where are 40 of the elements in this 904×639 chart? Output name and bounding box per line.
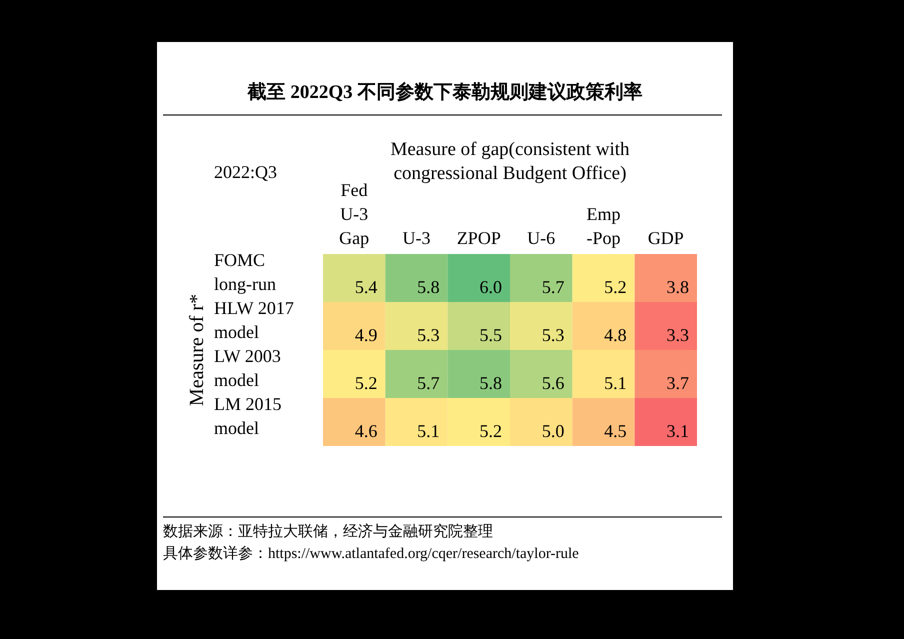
x-axis-title: Measure of gap(consistent with congressional Budgent Office) [390,139,630,184]
data-label: 5.2 [604,277,627,297]
text: 2022:Q3 [214,162,277,182]
data-label: 5.8 [417,277,440,297]
data-label: 5.4 [354,277,378,297]
x-tick-label: GDP [648,228,684,248]
x-tick-label: U-3 [402,228,430,248]
data-label: 5.6 [542,373,564,393]
y-tick-label: FOMC long-run [214,250,276,294]
data-label: 3.3 [666,325,689,345]
data-label: 5.7 [417,373,440,393]
y-tick-label: HLW 2017 model [214,298,294,342]
text: 具体参数详参：https://www.atlantafed.org/cqer/research/taylor-rule [163,545,580,562]
data-label: 4.9 [354,325,378,345]
data-label: 5.8 [480,373,502,393]
data-label: 5.2 [354,373,378,393]
data-label: 6.0 [480,277,502,297]
data-label: 5.1 [604,373,627,393]
data-label: 5.2 [480,421,502,441]
data-label: 3.1 [666,421,689,441]
y-tick-label: LW 2003 model [214,346,281,390]
data-label: 4.5 [604,421,627,441]
data-label: 5.1 [417,421,440,441]
data-label: 3.8 [666,277,689,297]
x-tick-label: Fed U-3 Gap [339,180,370,248]
data-label: 5.3 [542,325,564,345]
source-note: 数据来源：亚特拉大联储，经济与金融研究院整理 [163,523,493,540]
data-label: 5.3 [417,325,440,345]
x-tick-label: ZPOP [456,228,501,248]
x-tick-label: Emp -Pop [586,204,621,248]
data-label: 5.0 [542,421,564,441]
data-label: 3.7 [666,373,689,393]
chart-title: 截至 2022Q3 不同参数下泰勒规则建议政策利率 [246,81,642,103]
y-tick-label: LM 2015 model [214,394,282,438]
y-axis-title: Measure of r* [186,294,208,406]
data-label: 5.5 [480,325,502,345]
x-tick-label: U-6 [527,228,556,248]
data-label: 4.8 [604,325,627,345]
data-label: 5.7 [542,277,564,297]
data-label: 4.6 [354,421,378,441]
